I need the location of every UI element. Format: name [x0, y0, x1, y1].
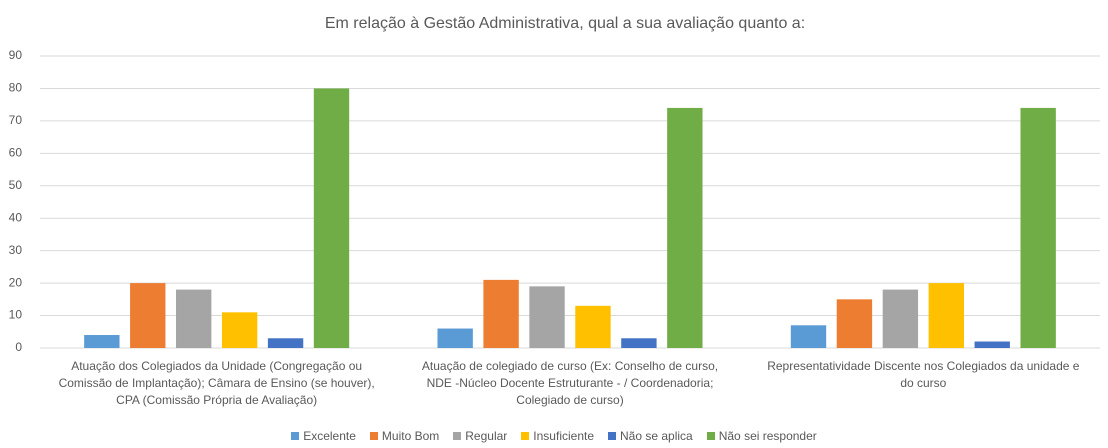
y-tick-label: 90: [9, 48, 23, 62]
legend-item: Não sei responder: [706, 429, 817, 443]
bar: [974, 341, 1010, 348]
bar: [928, 283, 964, 348]
bar: [790, 325, 827, 348]
y-tick-label: 30: [9, 243, 23, 257]
legend-swatch: [453, 432, 462, 440]
y-tick-label: 10: [9, 308, 23, 322]
bar: [437, 328, 473, 348]
x-tick-label: Atuação dos Colegiados da Unidade (Congr…: [58, 359, 375, 407]
bar: [483, 279, 519, 348]
y-tick-label: 70: [9, 113, 23, 127]
legend-swatch: [608, 432, 616, 440]
y-tick-label: 20: [9, 275, 23, 289]
legend-swatch: [369, 432, 378, 440]
legend-swatch: [291, 432, 300, 440]
legend-label: Não sei responder: [718, 429, 817, 443]
legend-item: Insuficiente: [521, 429, 594, 443]
legend-item: Excelente: [291, 429, 356, 443]
bar: [882, 289, 919, 348]
y-tick-label: 40: [9, 210, 23, 224]
chart-title: Em relação à Gestão Administrativa, qual…: [325, 15, 805, 32]
bar: [575, 305, 611, 348]
x-tick-label: Representatividade Discente nos Colegiad…: [767, 359, 1080, 390]
legend-swatch: [521, 432, 530, 440]
legend-item: Regular: [453, 429, 507, 443]
legend-label: Insuficiente: [533, 429, 594, 443]
y-tick-label: 0: [15, 340, 22, 354]
x-tick-label: Atuação de colegiado de curso (Ex: Conse…: [421, 359, 719, 407]
bar: [667, 107, 703, 349]
bar: [1020, 107, 1056, 349]
legend-label: Regular: [465, 429, 508, 443]
legend-label: Excelente: [303, 429, 356, 443]
bar: [176, 289, 212, 348]
y-tick-label: 60: [9, 146, 23, 160]
bar: [529, 286, 565, 348]
legend-label: Não se aplica: [620, 429, 693, 443]
bar: [621, 338, 657, 348]
legend-item: Muito Bom: [369, 429, 440, 443]
legend-item: Não se aplica: [608, 429, 693, 443]
bar: [130, 283, 166, 348]
bar: [221, 312, 258, 348]
bar: [267, 338, 304, 348]
y-tick-label: 80: [9, 81, 23, 95]
bar: [84, 335, 120, 348]
y-tick-label: 50: [9, 178, 23, 192]
legend-label: Muito Bom: [381, 429, 440, 443]
legend: Excelente Muito Bom Regular Insuficiente Não…: [0, 429, 1108, 443]
bar: [313, 88, 350, 348]
legend-swatch: [706, 432, 715, 440]
bar: [836, 299, 873, 348]
